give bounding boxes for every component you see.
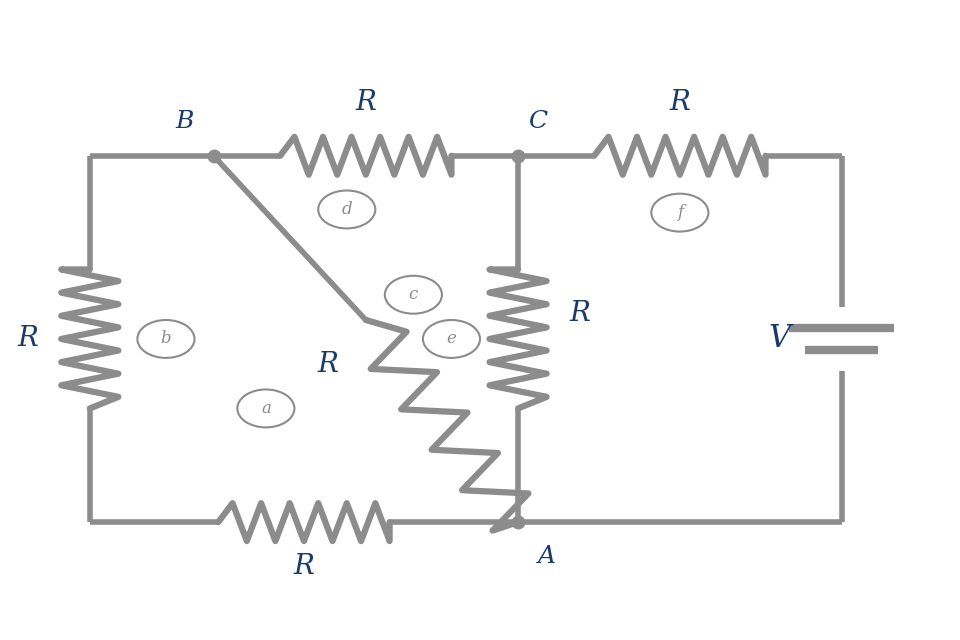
Text: R: R [318, 351, 338, 378]
Text: R: R [355, 88, 376, 116]
Text: a: a [261, 400, 271, 417]
Text: b: b [160, 330, 171, 348]
Text: c: c [409, 286, 418, 303]
Text: V: V [769, 323, 791, 355]
Text: R: R [669, 88, 690, 116]
Text: d: d [342, 201, 352, 218]
Text: f: f [677, 204, 683, 221]
Text: R: R [17, 326, 38, 353]
Text: B: B [176, 109, 194, 132]
Text: e: e [446, 330, 456, 348]
Text: A: A [538, 545, 556, 568]
Text: C: C [528, 109, 546, 132]
Text: R: R [569, 300, 590, 327]
Text: R: R [294, 553, 314, 580]
